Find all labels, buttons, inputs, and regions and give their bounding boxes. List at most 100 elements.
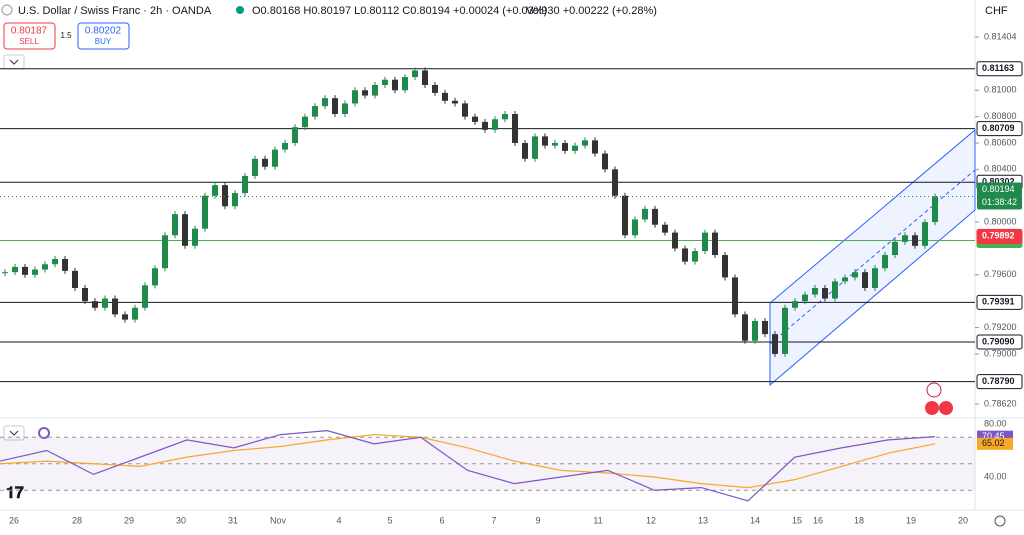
candle bbox=[522, 142, 528, 159]
candle bbox=[182, 214, 188, 246]
candle bbox=[732, 277, 738, 315]
candle bbox=[442, 92, 448, 101]
price-tick-label: 0.81404 bbox=[984, 31, 1017, 41]
rsi-line bbox=[0, 430, 936, 502]
candle bbox=[272, 149, 278, 167]
candle bbox=[902, 235, 908, 242]
candle bbox=[142, 285, 148, 308]
candle bbox=[432, 84, 438, 93]
candle bbox=[82, 287, 88, 302]
price-tick-label: 0.79000 bbox=[984, 348, 1017, 358]
candle bbox=[422, 70, 428, 85]
candle bbox=[802, 294, 808, 302]
candle bbox=[242, 175, 248, 194]
candle bbox=[152, 268, 158, 286]
level-tag bbox=[976, 334, 1023, 350]
settings-icon[interactable] bbox=[994, 515, 1006, 527]
level-tag bbox=[976, 61, 1023, 77]
market-status bbox=[236, 6, 244, 14]
level-label: 0.81163 bbox=[982, 63, 1014, 73]
countdown: 01:38:42 bbox=[982, 197, 1017, 207]
candle bbox=[382, 79, 388, 85]
candle bbox=[712, 232, 718, 256]
candle bbox=[32, 269, 38, 275]
candle bbox=[372, 84, 378, 96]
candle bbox=[72, 270, 78, 288]
price-tick-label: 0.81000 bbox=[984, 85, 1017, 95]
candle bbox=[262, 158, 268, 167]
candle bbox=[772, 334, 778, 354]
candle bbox=[252, 158, 258, 176]
ma-level-label: 0.79892 bbox=[982, 231, 1015, 241]
last-price-label: 0.80194 bbox=[982, 184, 1015, 194]
collapse-button[interactable] bbox=[3, 54, 25, 70]
candle bbox=[312, 106, 318, 117]
candle bbox=[462, 103, 468, 117]
buy-price: 0.80202 bbox=[85, 26, 122, 37]
rsi-value: 70.45 bbox=[982, 431, 1005, 441]
candle bbox=[742, 314, 748, 341]
date-label: 6 bbox=[439, 515, 444, 525]
candle bbox=[22, 266, 28, 275]
sell-label: SELL bbox=[19, 37, 39, 46]
sell-button[interactable] bbox=[3, 22, 56, 50]
candle bbox=[752, 320, 758, 341]
level-label: 0.80302 bbox=[982, 177, 1015, 187]
candle bbox=[562, 142, 568, 151]
level-tag bbox=[976, 294, 1023, 310]
candle bbox=[452, 100, 458, 104]
candle bbox=[212, 185, 218, 196]
rsi-collapse[interactable] bbox=[3, 425, 25, 441]
candle bbox=[822, 287, 828, 299]
date-label: 30 bbox=[176, 515, 186, 525]
candle bbox=[412, 70, 418, 78]
event-icon[interactable] bbox=[926, 382, 942, 398]
candle bbox=[352, 90, 358, 104]
candle bbox=[592, 140, 598, 154]
candle bbox=[572, 145, 578, 151]
date-label: 11 bbox=[593, 515, 602, 525]
date-label: 28 bbox=[72, 515, 82, 525]
level-label: 0.79391 bbox=[982, 297, 1015, 307]
chevron bbox=[9, 430, 19, 436]
candle bbox=[132, 307, 138, 320]
flag-icon bbox=[939, 401, 953, 415]
buy-button[interactable] bbox=[77, 22, 130, 50]
rsi-tick-label: 40.00 bbox=[984, 471, 1007, 481]
candle bbox=[922, 222, 928, 246]
candle bbox=[582, 140, 588, 146]
level-label: 0.80709 bbox=[982, 123, 1015, 133]
candle bbox=[612, 169, 618, 196]
candle bbox=[882, 255, 888, 269]
candle bbox=[602, 153, 608, 170]
symbol-icon bbox=[1, 4, 13, 16]
candle bbox=[762, 320, 768, 335]
candle bbox=[782, 307, 788, 354]
date-label: 26 bbox=[9, 515, 19, 525]
candle bbox=[482, 121, 488, 130]
candle bbox=[542, 136, 548, 146]
date-label: 4 bbox=[336, 515, 341, 525]
date-label: 9 bbox=[535, 515, 540, 525]
date-label: 29 bbox=[124, 515, 134, 525]
level-label: 0.79090 bbox=[982, 336, 1015, 346]
candle bbox=[812, 287, 818, 295]
candle bbox=[852, 272, 858, 278]
symbol-title: U.S. Dollar / Swiss Franc · 2h · OANDA bbox=[18, 5, 212, 17]
date-label: 12 bbox=[646, 515, 656, 525]
price-tick-label: 0.80600 bbox=[984, 137, 1017, 147]
candle bbox=[192, 228, 198, 246]
candle bbox=[292, 127, 298, 143]
candle bbox=[362, 90, 368, 96]
candle bbox=[332, 98, 338, 114]
candle bbox=[912, 235, 918, 246]
level-label: 0.78790 bbox=[982, 376, 1015, 386]
candle bbox=[892, 241, 898, 256]
date-label: 19 bbox=[906, 515, 916, 525]
volume: Vol930 +0.00222 (+0.28%) bbox=[526, 5, 657, 17]
channel-median bbox=[769, 169, 976, 345]
candle bbox=[302, 116, 308, 128]
price-tick-label: 0.79200 bbox=[984, 322, 1017, 332]
